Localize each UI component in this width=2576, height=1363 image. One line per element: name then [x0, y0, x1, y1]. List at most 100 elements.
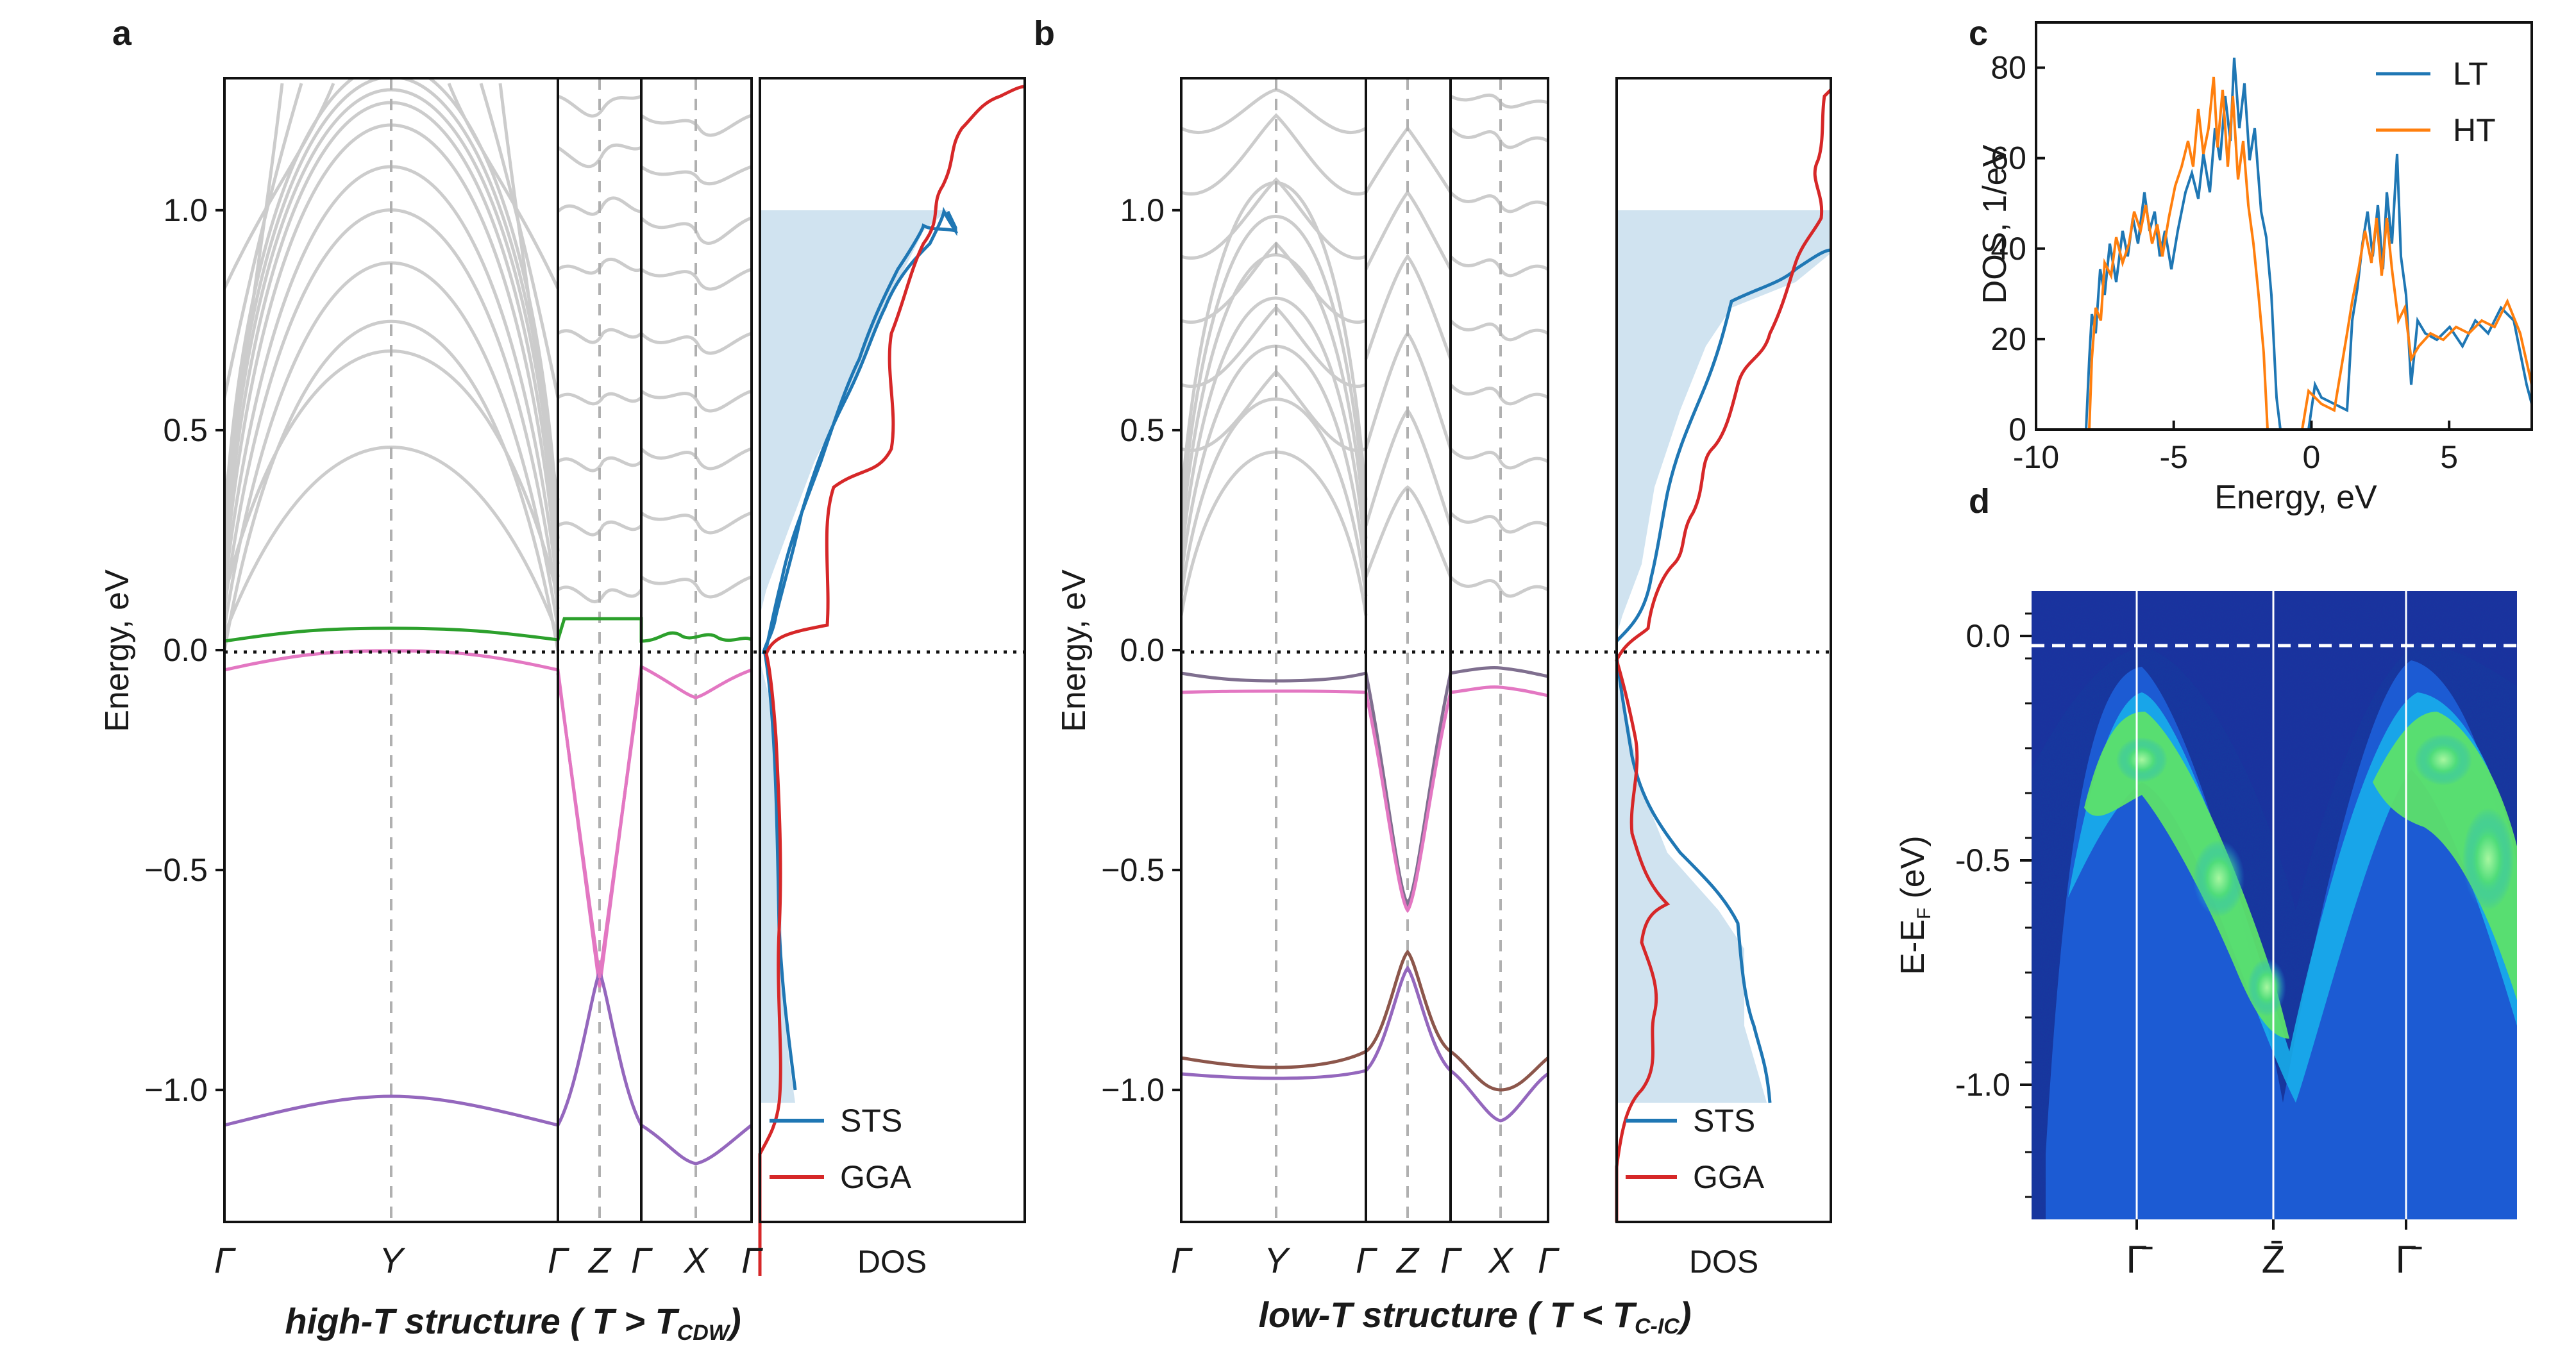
ytick-label: 1.0	[163, 192, 208, 228]
panel-b-dos-fill	[1617, 210, 1831, 635]
panel-b-dos-sts	[1615, 248, 1831, 1103]
panel-a-dos-fill	[760, 210, 948, 615]
panel-a-dos-curves	[758, 85, 1025, 1276]
panel-b: b	[1034, 14, 1832, 1339]
panel-a-grey-bands-right	[557, 94, 752, 603]
ytick-label: -0.5	[1955, 842, 2010, 878]
xtick-label: Z̄	[2262, 1238, 2286, 1281]
panel-a-band-pink	[224, 649, 752, 988]
panel-d-heatmap	[2032, 591, 2517, 1219]
panel-d-xticks: Γ̄ Z̄ Γ̄	[2126, 1219, 2423, 1281]
kpath-label: Γ	[1356, 1240, 1377, 1280]
xtick-label: 0	[2303, 439, 2321, 475]
ytick-label: 20	[1991, 321, 2026, 357]
panel-a-xlabel: high-T structure ( T > TCDW)	[285, 1301, 741, 1345]
panel-a-colored-bands	[224, 617, 753, 1166]
panel-a-yticks: −1.0 −0.5 0.0 0.5 1.0	[144, 192, 224, 1108]
kpath-label: Y	[379, 1240, 405, 1280]
panel-b-dos-xlabel: DOS	[1689, 1244, 1758, 1280]
kpath-label: Γ	[214, 1240, 236, 1280]
panel-a-ylabel: Energy, eV	[99, 569, 136, 732]
legend-b-sts-label: STS	[1693, 1103, 1755, 1139]
kpath-label: Z	[1395, 1240, 1420, 1280]
panel-a-band-purple	[224, 966, 753, 1166]
ytick-label: 60	[1991, 140, 2026, 176]
ytick-label: 0.0	[1120, 632, 1165, 668]
kpath-label: Γ	[631, 1240, 653, 1280]
panel-c-frame	[2035, 21, 2533, 431]
legend-b-gga-label: GGA	[1693, 1159, 1765, 1195]
ytick-label: 0.0	[163, 632, 208, 668]
panel-a-dos-sts	[761, 206, 959, 1091]
ytick-label: −0.5	[144, 852, 208, 888]
panel-c-xlabel: Energy, eV	[2214, 479, 2377, 516]
panel-d-ylabel: E-EF(eV)	[1894, 835, 1935, 974]
ytick-label: 0	[2008, 412, 2026, 447]
panel-d-yticks: 0.0 -0.5 -1.0	[1955, 612, 2032, 1198]
panel-a-label: a	[112, 14, 132, 53]
kpath-label: Y	[1264, 1240, 1290, 1280]
panel-b-band-grey	[1181, 666, 1549, 907]
panel-a-kpoint-guides	[390, 78, 697, 1222]
kpath-label: Γ	[1171, 1240, 1193, 1280]
xtick-label: 5	[2440, 439, 2458, 475]
legend-gga-label: GGA	[840, 1159, 912, 1195]
kpath-label: Γ	[741, 1240, 763, 1280]
panel-c-yticks: 0 20 40 60 80	[1991, 50, 2045, 447]
panel-b-ylabel: Energy, eV	[1056, 569, 1093, 732]
panel-b-label: b	[1034, 14, 1055, 53]
kpath-label: Γ	[1538, 1240, 1560, 1280]
panel-a-grey-bands	[224, 78, 560, 651]
ytick-label: 40	[1991, 231, 2026, 267]
kpath-label: Γ	[548, 1240, 569, 1280]
panel-c-lt	[2085, 57, 2533, 431]
panel-b-yticks: −1.0 −0.5 0.0 0.5 1.0	[1101, 192, 1181, 1108]
ytick-label: −1.0	[144, 1072, 208, 1108]
xtick-label: -5	[2159, 439, 2187, 475]
legend-sts-label: STS	[840, 1103, 902, 1139]
panel-c: c 0 20 40 60 80 -10 -5 0 5 DOS, 1/eV Energy, eV…	[1969, 14, 2533, 516]
panel-a-band-pink-cross	[556, 673, 643, 978]
panel-b-band-pink	[1181, 685, 1549, 914]
panel-c-xticks: -10 -5 0 5	[2013, 421, 2458, 475]
panel-a-legend: STS GGA	[770, 1103, 912, 1195]
panel-b-colored-bands	[1181, 666, 1549, 1123]
kpath-label: Γ	[1440, 1240, 1462, 1280]
panel-c-label: c	[1969, 14, 1988, 53]
kpath-label: X	[682, 1240, 709, 1280]
ytick-label: 1.0	[1120, 192, 1165, 228]
xtick-label: Γ̄	[2126, 1238, 2153, 1281]
legend-c-lt-label: LT	[2453, 56, 2488, 92]
xtick-label: -10	[2013, 439, 2059, 475]
panel-b-dos-gga	[1615, 88, 1832, 1222]
ytick-label: −1.0	[1101, 1072, 1165, 1108]
panel-c-ylabel: DOS, 1/eV	[1976, 144, 2014, 304]
panel-b-legend: STS GGA	[1626, 1103, 1765, 1195]
ytick-label: −0.5	[1101, 852, 1165, 888]
ytick-label: 0.5	[1120, 412, 1165, 448]
panel-a: a	[99, 14, 1026, 1345]
kpath-label: Z	[587, 1240, 612, 1280]
xtick-label: Γ̄	[2395, 1238, 2422, 1281]
panel-a-band-green	[224, 617, 753, 643]
panel-d: d 0.0 -0.5 -1.0 Γ̄ Z̄ Γ̄ E-EF(eV)	[1894, 482, 2517, 1281]
panel-c-lines	[2085, 57, 2533, 431]
ytick-label: 0.5	[163, 412, 208, 448]
panel-b-dos-curves	[1615, 88, 1832, 1222]
panel-b-kpoint-guides	[1275, 78, 1502, 1222]
panel-d-label: d	[1969, 482, 1990, 521]
panel-c-ht	[2088, 76, 2533, 431]
kpath-label: X	[1487, 1240, 1514, 1280]
legend-c-ht-label: HT	[2453, 112, 2496, 148]
panel-b-band-brown	[1181, 949, 1549, 1092]
panel-a-dos-gga	[758, 85, 1025, 1276]
panel-b-dos-fill-neg	[1617, 660, 1767, 1103]
ytick-label: 0.0	[1966, 618, 2010, 654]
ytick-label: -1.0	[1955, 1067, 2010, 1103]
panel-c-legend: LT HT	[2376, 56, 2496, 148]
panel-b-xlabel: low-T structure ( T < TC-IC)	[1258, 1294, 1691, 1339]
ytick-label: 80	[1991, 50, 2026, 86]
